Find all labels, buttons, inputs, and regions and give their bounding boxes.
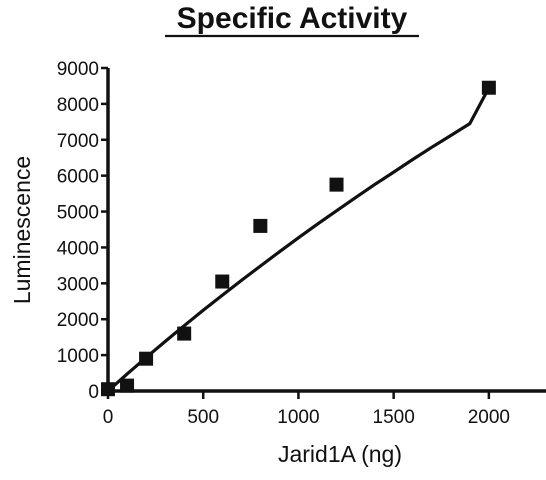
data-point bbox=[120, 378, 135, 393]
y-tick-label: 0 bbox=[88, 382, 99, 403]
y-axis-ticks: 0 1000 2000 3000 4000 5000 6000 7000 8000 9000 bbox=[57, 59, 108, 403]
y-tick-label: 2000 bbox=[57, 310, 99, 331]
data-point bbox=[253, 218, 268, 233]
fit-curve bbox=[106, 86, 491, 393]
x-tick-label: 500 bbox=[187, 407, 219, 428]
x-axis-title: Jarid1A (ng) bbox=[278, 441, 402, 467]
data-point bbox=[215, 274, 230, 289]
y-tick-label: 3000 bbox=[57, 274, 99, 295]
y-axis-title: Luminescence bbox=[9, 156, 35, 304]
data-point bbox=[177, 326, 192, 341]
y-tick-label: 8000 bbox=[57, 95, 99, 116]
x-tick-label: 1000 bbox=[277, 407, 319, 428]
x-axis-ticks: 0 500 1000 1500 2000 bbox=[103, 391, 510, 428]
data-point bbox=[481, 80, 496, 95]
chart-title: Specific Activity bbox=[177, 2, 408, 35]
data-point bbox=[101, 382, 115, 397]
x-tick-label: 1500 bbox=[373, 407, 415, 428]
y-tick-label: 9000 bbox=[57, 59, 99, 80]
data-point bbox=[329, 177, 344, 192]
x-tick-label: 2000 bbox=[468, 407, 510, 428]
y-tick-label: 5000 bbox=[57, 203, 99, 224]
data-point bbox=[139, 351, 154, 366]
y-tick-label: 6000 bbox=[57, 167, 99, 188]
x-tick-label: 0 bbox=[103, 407, 114, 428]
y-tick-label: 4000 bbox=[57, 238, 99, 259]
y-tick-label: 1000 bbox=[57, 346, 99, 367]
y-tick-label: 7000 bbox=[57, 131, 99, 152]
data-points bbox=[101, 80, 496, 397]
